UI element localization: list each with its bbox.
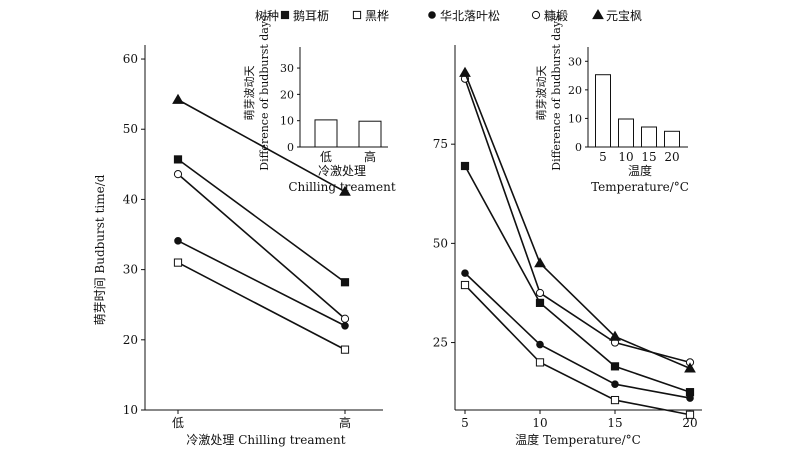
right-series-2-line	[464, 284, 691, 416]
left-inset-x-label-en: Chilling treament	[288, 180, 396, 194]
right-inset-x-label-cn: 温度	[628, 163, 652, 178]
right-x-axis-label: 温度 Temperature/°C	[515, 432, 641, 447]
left-y-tick-label: 10	[123, 403, 138, 417]
right-series-1-point	[460, 161, 470, 171]
left-inset-bar-panel: 冷激处理 Chilling treament Difference of bud…	[242, 15, 396, 194]
right-inset-bar	[618, 118, 634, 148]
left-series-5-point	[172, 93, 184, 104]
left-x-axis-label: 冷激处理 Chilling treament	[186, 433, 345, 447]
left-inset-y-tick-label: 0	[287, 141, 294, 154]
right-y-tick-label: 50	[433, 236, 448, 250]
left-series-5-line	[177, 99, 346, 193]
right-series-5-point	[459, 66, 471, 77]
legend-label: 元宝枫	[606, 8, 642, 23]
right-series-3-point	[611, 380, 619, 389]
legend-title: 树种	[255, 8, 279, 23]
right-inset-bar	[595, 74, 611, 148]
right-series-1-line	[464, 165, 691, 393]
left-inset-x-label-cn: 冷激处理	[318, 164, 366, 178]
right-series-5-line	[464, 72, 691, 370]
legend-marker-filled-circle	[428, 11, 436, 19]
right-series-3-point	[686, 394, 694, 402]
right-x-tick-label: 20	[682, 416, 697, 430]
legend-marker-filled-triangle	[592, 9, 604, 20]
left-inset-x-tick-label: 低	[320, 150, 332, 164]
right-inset-bar	[641, 126, 657, 148]
left-y-tick-label: 60	[123, 52, 138, 66]
legend-label: 糠椴	[544, 8, 568, 23]
left-x-tick-label: 高	[339, 415, 351, 430]
left-inset-y-label-en: Difference of budburst days	[258, 15, 271, 171]
right-series-1-point	[610, 362, 620, 371]
legend-marker-open-square	[352, 10, 362, 20]
right-inset-x-tick-label: 15	[641, 150, 656, 164]
left-series-1-point	[340, 278, 350, 287]
right-y-tick-label: 75	[433, 137, 448, 151]
right-series-2-point	[535, 358, 545, 367]
right-series-2-point	[460, 280, 470, 290]
left-y-tick-label: 50	[123, 122, 138, 136]
right-inset-y-tick-label: 0	[575, 141, 582, 154]
legend-label: 黑桦	[365, 8, 389, 23]
right-series-3-point	[461, 269, 469, 277]
right-inset-bar-panel: 温度 Temperature/°C Difference of budburst…	[534, 15, 689, 194]
left-inset-bar	[314, 119, 338, 148]
right-series-3-line	[464, 272, 691, 399]
right-y-tick-label: 25	[433, 336, 448, 350]
left-inset-x-tick-label: 高	[364, 149, 376, 164]
legend-label: 华北落叶松	[440, 9, 500, 23]
right-inset-y-tick-label: 30	[568, 55, 582, 68]
right-inset-bar	[664, 130, 680, 148]
left-series-4-line	[177, 173, 346, 320]
right-x-tick-label: 10	[532, 416, 547, 430]
right-x-tick-label: 5	[461, 416, 469, 430]
left-y-axis-label: 萌芽时间 Budburst time/d	[93, 174, 107, 325]
left-inset-y-label-cn: 萌芽波动天	[242, 66, 256, 121]
left-series-4-point	[173, 170, 183, 179]
right-series-5-point	[684, 362, 696, 373]
left-series-1-line	[177, 158, 346, 283]
legend-label: 鹅耳枥	[293, 8, 329, 23]
left-inset-y-tick-label: 10	[280, 115, 294, 128]
right-inset-y-tick-label: 20	[568, 84, 582, 97]
left-main-panel: 冷激处理 Chilling treament 萌芽时间 Budburst tim…	[93, 45, 383, 447]
left-series-3-line	[177, 240, 346, 327]
left-series-1-point	[173, 155, 183, 164]
left-series-4-point	[340, 314, 350, 323]
left-y-tick-label: 40	[123, 192, 138, 206]
right-series-5-point	[609, 330, 621, 341]
right-series-5-point	[534, 257, 546, 268]
left-series-5-point	[339, 185, 351, 196]
left-series-2-point	[173, 258, 183, 267]
legend: 树种 鹅耳枥 黑桦 华北落叶松 糠椴 元宝枫	[255, 8, 642, 23]
left-x-tick-label: 低	[172, 416, 184, 430]
right-series-2-point	[685, 410, 695, 419]
left-inset-y-tick-label: 20	[280, 88, 294, 101]
legend-marker-open-circle	[531, 10, 541, 20]
left-series-3-point	[174, 237, 182, 245]
right-inset-x-tick-label: 5	[599, 150, 607, 164]
left-inset-y-tick-label: 30	[280, 62, 294, 75]
left-series-3-point	[341, 321, 349, 330]
right-inset-y-tick-label: 10	[568, 112, 582, 125]
right-series-2-point	[610, 395, 620, 405]
right-series-3-point	[536, 340, 544, 349]
left-series-2-point	[340, 345, 350, 354]
right-x-tick-label: 15	[607, 416, 622, 430]
legend-marker-filled-square	[280, 10, 290, 20]
right-inset-x-label-en: Temperature/°C	[591, 180, 689, 194]
left-series-2-line	[177, 261, 346, 351]
right-inset-x-tick-label: 10	[618, 150, 633, 164]
right-inset-y-label-en: Difference of budburst days	[550, 15, 563, 171]
left-y-tick-label: 30	[123, 263, 138, 277]
left-inset-bar	[358, 120, 382, 148]
right-inset-y-label-cn: 萌芽波动天	[534, 66, 548, 121]
right-series-4-point	[535, 288, 545, 298]
right-series-1-point	[535, 298, 545, 307]
right-inset-x-tick-label: 20	[664, 150, 679, 164]
left-y-tick-label: 20	[123, 333, 138, 347]
